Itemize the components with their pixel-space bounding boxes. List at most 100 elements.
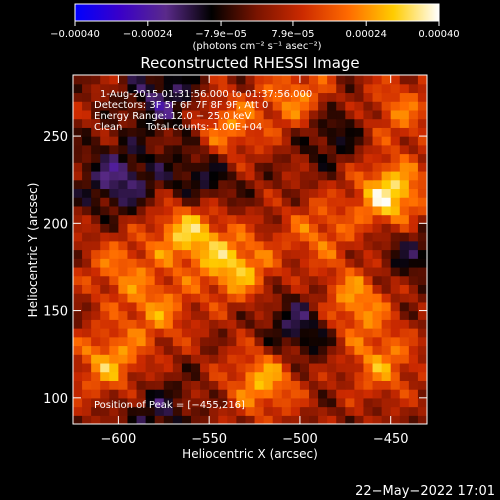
heatmap-cell bbox=[209, 328, 219, 338]
annotation-detectors: Detectors: 3F 5F 6F 7F 8F 9F, Att 0 bbox=[94, 100, 268, 111]
heatmap-cell bbox=[136, 362, 147, 373]
heatmap-cell bbox=[245, 232, 256, 242]
heatmap-cell bbox=[118, 240, 129, 251]
x-tick-label: −550 bbox=[191, 432, 227, 447]
heatmap-cell bbox=[408, 380, 419, 390]
heatmap-cell bbox=[200, 83, 210, 94]
heatmap-cell bbox=[345, 92, 355, 102]
heatmap-cell bbox=[118, 232, 129, 242]
heatmap-cell bbox=[281, 319, 292, 329]
heatmap-cell bbox=[263, 336, 274, 347]
heatmap-cell bbox=[227, 266, 237, 277]
heatmap-cell bbox=[336, 240, 346, 251]
heatmap-cell bbox=[345, 362, 355, 373]
heatmap-cell bbox=[200, 362, 210, 373]
heatmap-cell bbox=[327, 170, 337, 181]
heatmap-cell bbox=[82, 328, 92, 338]
heatmap-cell bbox=[127, 136, 138, 146]
heatmap-cell bbox=[172, 179, 183, 190]
heatmap-cell bbox=[336, 249, 346, 259]
heatmap-cell bbox=[82, 362, 92, 373]
heatmap-cell bbox=[327, 240, 337, 251]
heatmap-cell bbox=[91, 75, 101, 85]
heatmap-cell bbox=[354, 83, 365, 94]
heatmap-cell bbox=[327, 144, 337, 155]
heatmap-cell bbox=[399, 101, 410, 111]
heatmap-cell bbox=[390, 136, 401, 146]
heatmap-cell bbox=[136, 170, 147, 181]
heatmap-cell bbox=[100, 75, 110, 85]
heatmap-cell bbox=[372, 284, 383, 294]
heatmap-cell bbox=[236, 83, 247, 94]
heatmap-cell bbox=[263, 371, 274, 381]
heatmap-cell bbox=[200, 293, 210, 303]
heatmap-cell bbox=[100, 127, 110, 137]
heatmap-cell bbox=[381, 354, 392, 364]
heatmap-cell bbox=[309, 118, 319, 128]
heatmap-cell bbox=[236, 232, 247, 242]
heatmap-cell bbox=[354, 188, 365, 198]
heatmap-cell bbox=[91, 284, 101, 294]
heatmap-cell bbox=[145, 240, 156, 251]
heatmap-cell bbox=[272, 328, 283, 338]
heatmap-cell bbox=[73, 371, 83, 381]
heatmap-cell bbox=[345, 205, 355, 216]
heatmap-cell bbox=[163, 232, 174, 242]
heatmap-cell bbox=[91, 345, 101, 355]
heatmap-cell bbox=[127, 83, 138, 94]
heatmap-cell bbox=[336, 136, 346, 146]
heatmap-cell bbox=[100, 240, 110, 251]
heatmap-cell bbox=[227, 336, 237, 347]
heatmap-cell bbox=[82, 153, 92, 163]
heatmap-cell bbox=[218, 205, 228, 216]
heatmap-cell bbox=[336, 415, 346, 424]
heatmap-cell bbox=[100, 301, 110, 312]
heatmap-cell bbox=[91, 144, 101, 155]
heatmap-cell bbox=[354, 109, 365, 120]
heatmap-cell bbox=[172, 92, 183, 102]
heatmap-cell bbox=[163, 371, 174, 381]
heatmap-cell bbox=[254, 328, 265, 338]
heatmap-cell bbox=[381, 75, 392, 85]
heatmap-cell bbox=[254, 319, 265, 329]
heatmap-cell bbox=[245, 127, 256, 137]
heatmap-cell bbox=[245, 249, 256, 259]
heatmap-cell bbox=[82, 371, 92, 381]
heatmap-cell bbox=[172, 389, 183, 399]
heatmap-cell bbox=[181, 284, 192, 294]
heatmap-cell bbox=[318, 301, 328, 312]
heatmap-cell bbox=[154, 214, 165, 224]
heatmap-cell bbox=[281, 345, 292, 355]
heatmap-cell bbox=[318, 127, 328, 137]
heatmap-cell bbox=[390, 170, 401, 181]
heatmap-cell bbox=[181, 162, 192, 172]
heatmap-cell bbox=[227, 301, 237, 312]
heatmap-cell bbox=[145, 336, 156, 347]
heatmap-cell bbox=[281, 214, 292, 224]
heatmap-cell bbox=[281, 109, 292, 120]
heatmap-cell bbox=[390, 284, 401, 294]
heatmap-cell bbox=[154, 354, 165, 364]
heatmap-cell bbox=[408, 136, 419, 146]
heatmap-cell bbox=[281, 266, 292, 277]
heatmap-cell bbox=[191, 153, 201, 163]
heatmap-cell bbox=[191, 136, 201, 146]
heatmap-cell bbox=[236, 371, 247, 381]
heatmap-cell bbox=[372, 109, 383, 120]
heatmap-cell bbox=[236, 109, 247, 120]
heatmap-cell bbox=[399, 258, 410, 268]
heatmap-cell bbox=[254, 179, 265, 190]
heatmap-cell bbox=[417, 83, 427, 94]
heatmap-cell bbox=[263, 136, 274, 146]
annotation-energy: Energy Range: 12.0 − 25.0 keV bbox=[94, 111, 251, 122]
heatmap-cell bbox=[73, 249, 83, 259]
colorbar-tick-label: 7.9e−05 bbox=[271, 29, 314, 40]
heatmap-cell bbox=[218, 136, 228, 146]
heatmap-cell bbox=[345, 310, 355, 320]
heatmap-cell bbox=[227, 232, 237, 242]
heatmap-cell bbox=[318, 345, 328, 355]
heatmap-cell bbox=[154, 284, 165, 294]
heatmap-cell bbox=[118, 223, 129, 233]
heatmap-cell bbox=[390, 92, 401, 102]
heatmap-cell bbox=[154, 75, 165, 85]
